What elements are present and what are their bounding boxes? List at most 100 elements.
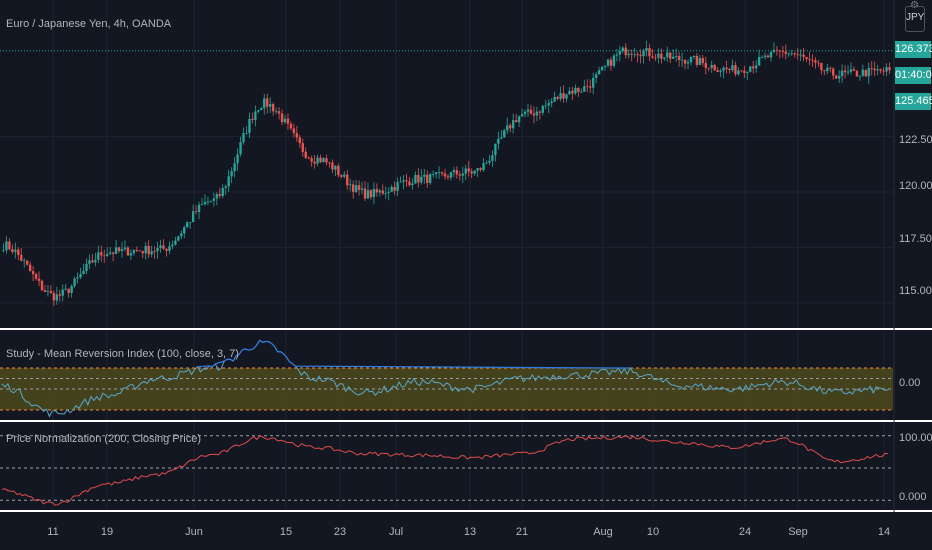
study-y-tick: 0.00 — [899, 377, 921, 389]
candle-body — [704, 63, 707, 68]
candle-body — [725, 67, 728, 70]
candle-body — [360, 188, 364, 190]
candle-body — [834, 75, 838, 79]
candle-body — [94, 259, 97, 263]
candle-body — [624, 47, 627, 56]
candle-body — [840, 70, 844, 77]
close-price-badge: 125.465 — [895, 93, 932, 110]
candle-body — [716, 70, 719, 72]
candle-body — [766, 55, 770, 58]
candle-body — [423, 174, 426, 177]
candle-body — [337, 165, 340, 176]
candle-body — [550, 101, 553, 104]
candle-body — [108, 252, 112, 254]
candle-body — [452, 170, 456, 173]
candle-body — [737, 70, 740, 75]
candle-body — [470, 171, 473, 174]
candle-body — [242, 133, 245, 143]
candle-body — [547, 103, 550, 106]
candle-body — [239, 142, 242, 155]
candle-body — [310, 158, 313, 162]
candle-body — [106, 253, 109, 256]
candle-body — [811, 59, 814, 61]
candle-body — [651, 56, 654, 58]
candle-body — [829, 67, 832, 69]
candle-body — [224, 186, 227, 188]
candle-body — [719, 70, 722, 72]
x-tick-label: Sep — [788, 526, 808, 538]
candle-body — [144, 245, 147, 254]
candle-body — [565, 94, 568, 99]
candle-body — [491, 155, 494, 161]
x-tick-label: 24 — [738, 526, 752, 538]
candle-body — [295, 133, 299, 138]
candle-body — [612, 55, 616, 66]
candle-body — [781, 51, 785, 53]
candle-body — [334, 165, 337, 170]
candle-body — [263, 98, 266, 109]
candle-body — [34, 274, 38, 279]
candle-body — [683, 59, 687, 64]
candle-body — [455, 170, 459, 175]
candle-body — [796, 54, 799, 56]
candle-body — [586, 86, 589, 87]
candle-body — [577, 87, 580, 93]
candle-body — [814, 60, 817, 63]
study-pane-title: Study - Mean Reversion Index (100, close… — [6, 348, 239, 360]
candle-body — [200, 204, 204, 205]
y-tick-label: 122.500 — [899, 134, 932, 146]
candle-body — [319, 157, 322, 163]
candle-body — [82, 270, 85, 275]
candle-body — [266, 98, 269, 107]
candle-body — [191, 211, 195, 222]
candle-body — [120, 249, 124, 252]
settings-icon[interactable]: ⚙ — [910, 0, 919, 11]
candle-body — [600, 66, 604, 71]
candle-body — [387, 191, 390, 193]
candle-body — [734, 65, 737, 75]
x-tick-label: 14 — [877, 526, 891, 538]
candle-body — [754, 65, 758, 69]
candle-body — [437, 172, 441, 174]
candle-body — [76, 277, 79, 279]
candle-body — [784, 51, 787, 54]
candle-body — [503, 130, 506, 138]
candle-body — [494, 143, 497, 156]
candle-body — [689, 56, 693, 63]
candle-body — [701, 58, 705, 64]
candle-body — [511, 120, 515, 129]
candle-body — [168, 246, 171, 251]
candle-body — [820, 62, 823, 71]
candle-body — [286, 118, 290, 124]
candle-body — [91, 260, 94, 263]
candle-body — [559, 93, 562, 99]
x-tick-label: 21 — [515, 526, 529, 538]
candle-body — [322, 158, 325, 163]
candle-body — [183, 227, 186, 234]
candle-body — [251, 118, 254, 121]
candle-body — [257, 110, 260, 112]
candle-body — [627, 53, 630, 56]
candle-body — [159, 245, 162, 249]
candle-body — [414, 174, 417, 184]
candle-body — [230, 171, 233, 177]
candle-body — [461, 173, 464, 176]
candle-body — [669, 52, 672, 59]
candle-body — [482, 163, 485, 171]
candle-body — [301, 143, 304, 152]
candle-body — [274, 111, 278, 113]
candle-body — [325, 158, 328, 163]
candle-body — [867, 67, 870, 77]
candle-body — [73, 278, 76, 287]
candle-body — [375, 189, 379, 193]
norm-pane-title: Price Normalization (200, Closing Price) — [6, 433, 202, 445]
candle-body — [254, 111, 257, 121]
candle-body — [787, 53, 790, 55]
currency-button[interactable]: JPY — [905, 6, 925, 32]
candle-body — [695, 55, 699, 65]
candle-body — [85, 263, 88, 271]
candle-body — [440, 172, 444, 174]
candle-body — [594, 74, 598, 78]
candle-body — [775, 49, 779, 51]
